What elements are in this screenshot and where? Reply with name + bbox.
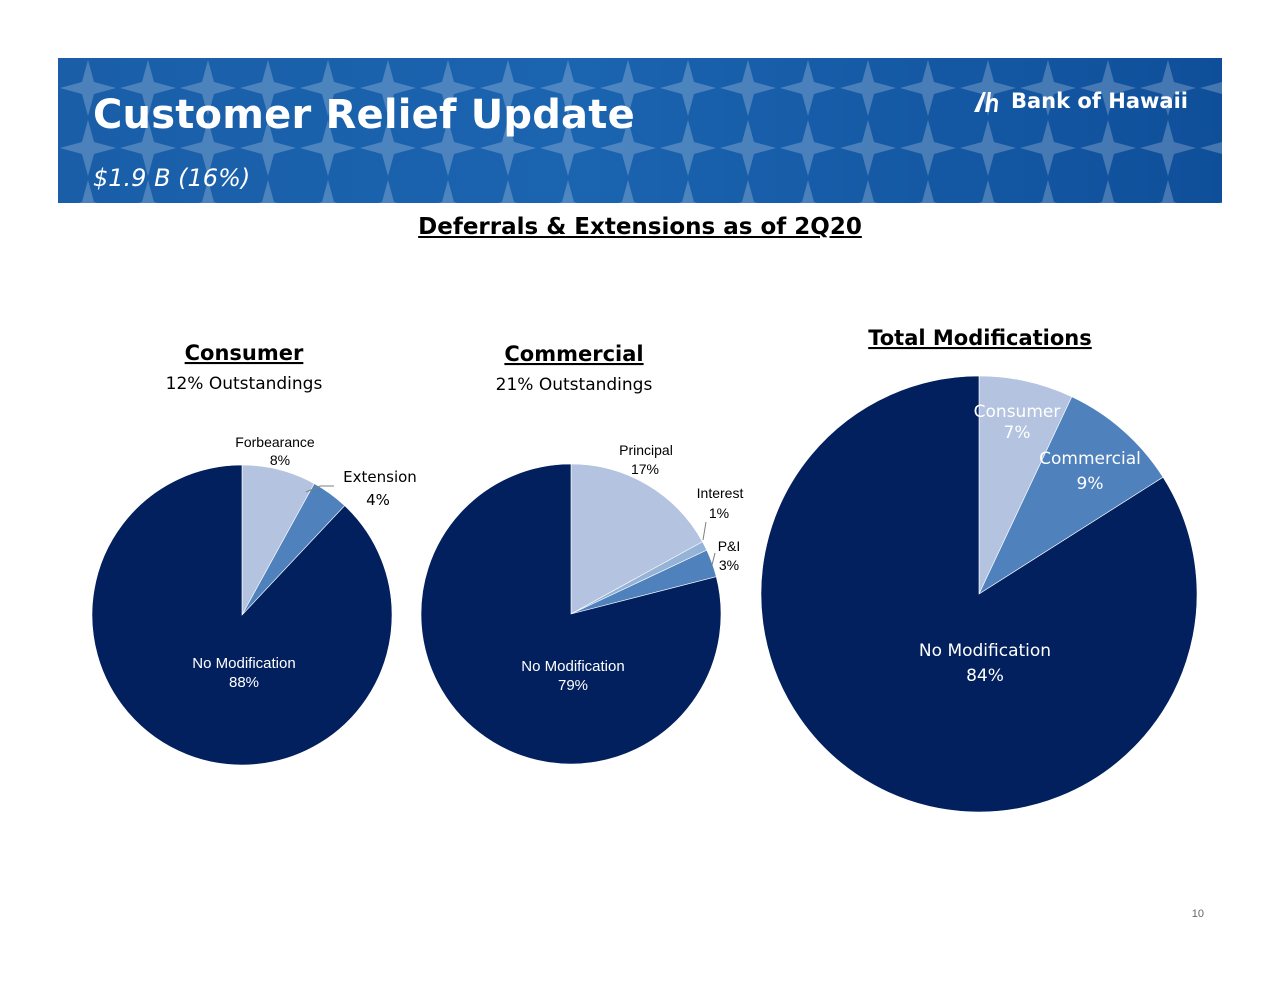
page-subtitle: $1.9 B (16%) bbox=[93, 164, 251, 192]
page-number: 10 bbox=[1191, 908, 1204, 920]
leader-line-forbearance bbox=[305, 485, 334, 493]
slice-value-commercial: 9% bbox=[1077, 474, 1104, 494]
pie-slice-no-modification bbox=[760, 375, 1198, 813]
slice-value-extension: 4% bbox=[366, 491, 390, 509]
leader-line-pandi bbox=[711, 552, 716, 566]
bank-logo-text: Bank of Hawaii bbox=[1011, 89, 1188, 113]
chart-title: Total Modifications bbox=[868, 326, 1092, 350]
chart-title: Commercial bbox=[504, 342, 643, 366]
pie-chart-consumer: Consumer 12% Outstandings Forbearance 8% Ext… bbox=[91, 341, 417, 766]
pie-slice-commercial bbox=[978, 396, 1164, 595]
page-title: Customer Relief Update bbox=[93, 92, 635, 138]
slice-label-no-modification: No Modification bbox=[192, 655, 295, 672]
bank-logo-icon bbox=[974, 92, 998, 112]
slice-value-no-modification: 84% bbox=[966, 666, 1004, 686]
pie-slice-no-modification bbox=[91, 464, 393, 766]
slice-label-extension: Extension bbox=[343, 468, 417, 486]
slice-value-principal: 17% bbox=[631, 461, 659, 477]
slice-label-forbearance: Forbearance bbox=[235, 434, 315, 450]
slice-label-pandi: P&I bbox=[718, 538, 741, 554]
slice-value-no-modification: 79% bbox=[558, 677, 588, 694]
header-banner: Customer Relief Update $1.9 B (16%) Bank… bbox=[58, 58, 1222, 203]
slice-label-interest: Interest bbox=[697, 485, 744, 501]
slice-label-commercial: Commercial bbox=[1039, 449, 1141, 469]
slice-label-principal: Principal bbox=[619, 442, 673, 458]
pie-slice-no-modification bbox=[420, 463, 722, 765]
pie-slice-principal bbox=[570, 463, 703, 615]
slice-value-interest: 1% bbox=[709, 505, 729, 521]
slice-value-consumer: 7% bbox=[1004, 423, 1031, 443]
slice-value-pandi: 3% bbox=[719, 557, 739, 573]
slice-value-forbearance: 8% bbox=[270, 452, 290, 468]
leader-line-interest bbox=[702, 521, 707, 541]
slice-label-consumer: Consumer bbox=[974, 402, 1061, 422]
slice-value-no-modification: 88% bbox=[229, 674, 259, 691]
chart-title: Consumer bbox=[185, 341, 304, 365]
section-heading: Deferrals & Extensions as of 2Q20 bbox=[418, 214, 862, 240]
chart-subtitle: 21% Outstandings bbox=[496, 375, 653, 395]
slice-label-no-modification: No Modification bbox=[521, 658, 624, 675]
pie-chart-commercial: Commercial 21% Outstandings Principal 17% In… bbox=[420, 342, 744, 765]
bank-logo: Bank of Hawaii bbox=[971, 86, 1188, 116]
slice-label-no-modification: No Modification bbox=[919, 641, 1051, 661]
banner-pattern bbox=[58, 58, 1222, 203]
chart-subtitle: 12% Outstandings bbox=[166, 374, 323, 394]
